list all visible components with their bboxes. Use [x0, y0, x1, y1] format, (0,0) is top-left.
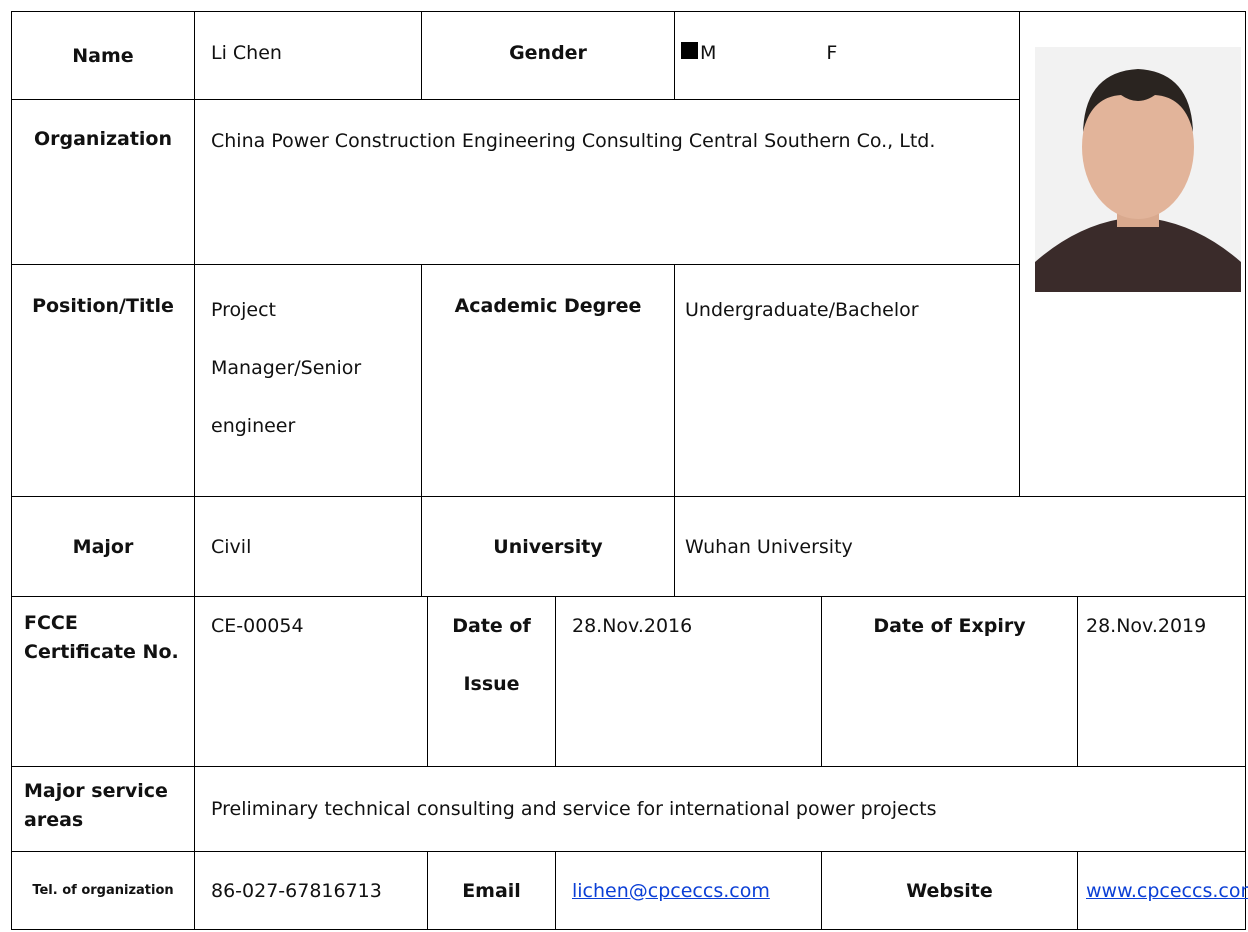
name-label: Name [11, 11, 195, 100]
organization-label: Organization [11, 99, 195, 265]
expiry-label: Date of Expiry [821, 596, 1078, 767]
photo-cell [1019, 11, 1246, 497]
gender-label: Gender [421, 11, 675, 100]
issue-label: Date of Issue [427, 596, 556, 767]
position-label: Position/Title [11, 264, 195, 497]
university-value: Wuhan University [674, 496, 1246, 597]
service-label: Major service areas [11, 766, 195, 852]
email-label: Email [427, 851, 556, 930]
email-link[interactable]: lichen@cpceccs.com [572, 879, 770, 902]
checkbox-checked [681, 42, 698, 59]
expiry-value: 28.Nov.2019 [1077, 596, 1246, 767]
university-label: University [421, 496, 675, 597]
website-cell: www.cpceccs.com [1077, 851, 1248, 930]
gender-options: M F [674, 11, 1020, 100]
major-label: Major [11, 496, 195, 597]
gender-male: M [700, 42, 717, 64]
certificate-label: FCCE Certificate No. [11, 596, 195, 767]
gender-female: F [826, 42, 838, 64]
photo [1035, 47, 1241, 292]
organization-value: China Power Construction Engineering Con… [194, 99, 1020, 265]
degree-value: Undergraduate/Bachelor [674, 264, 1020, 497]
position-value: Project Manager/Senior engineer [194, 264, 422, 497]
email-cell: lichen@cpceccs.com [555, 851, 822, 930]
issue-value: 28.Nov.2016 [555, 596, 822, 767]
service-value: Preliminary technical consulting and ser… [194, 766, 1246, 852]
name-value: Li Chen [194, 11, 422, 100]
tel-value: 86-027-67816713 [194, 851, 428, 930]
certificate-value: CE-00054 [194, 596, 428, 767]
major-value: Civil [194, 496, 422, 597]
tel-label: Tel. of organization [11, 851, 195, 930]
website-link[interactable]: www.cpceccs.com [1086, 879, 1248, 902]
degree-label: Academic Degree [421, 264, 675, 497]
website-label: Website [821, 851, 1078, 930]
